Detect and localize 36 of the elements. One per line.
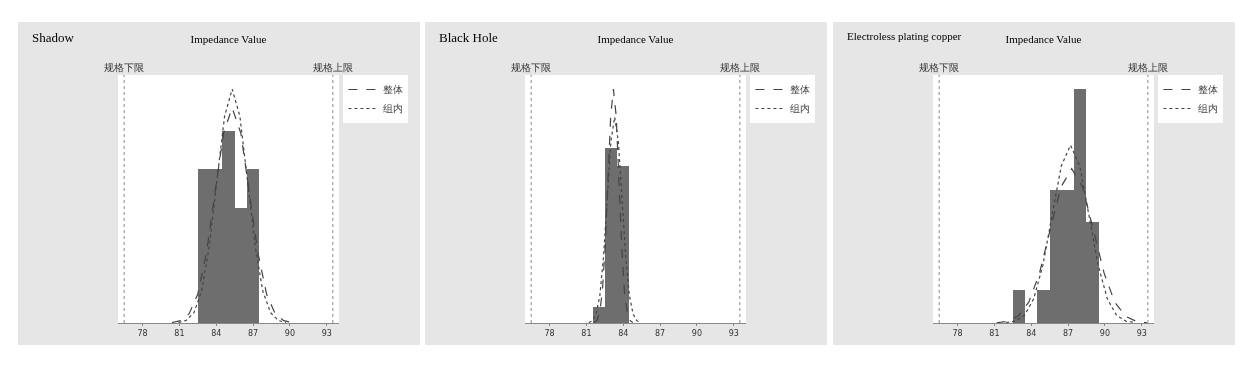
ref-line-label: 规格下限 bbox=[104, 62, 144, 73]
chart-title: Impedance Value bbox=[1005, 32, 1082, 45]
ref-line-label: 规格下限 bbox=[511, 62, 551, 73]
x-tick-label: 84 bbox=[1026, 328, 1037, 338]
chart-title: Impedance Value bbox=[190, 32, 267, 45]
chart-title: Impedance Value bbox=[597, 32, 674, 45]
x-tick-label: 93 bbox=[1136, 328, 1147, 338]
text: Black Hole bbox=[439, 30, 499, 45]
ref-line-label: 规格上限 bbox=[720, 62, 760, 73]
x-tick-label: 87 bbox=[1062, 328, 1074, 338]
legend-label: 组内 bbox=[383, 103, 404, 115]
legend-label: 组内 bbox=[790, 103, 811, 115]
x-tick-label: 84 bbox=[211, 328, 222, 338]
x-tick-label: 78 bbox=[952, 328, 963, 338]
x-tick-label: 93 bbox=[321, 328, 332, 338]
legend-label: 整体 bbox=[383, 84, 404, 96]
x-tick-label: 81 bbox=[989, 328, 1000, 338]
x-tick-label: 87 bbox=[654, 328, 666, 338]
x-tick-label: 84 bbox=[618, 328, 629, 338]
x-tick-label: 78 bbox=[137, 328, 148, 338]
x-tick-label: 81 bbox=[174, 328, 185, 338]
ref-line-label: 规格下限 bbox=[919, 62, 959, 73]
x-tick-label: 78 bbox=[544, 328, 555, 338]
legend-label: 整体 bbox=[790, 84, 811, 96]
ref-line-label: 规格上限 bbox=[1128, 62, 1168, 73]
x-tick-label: 81 bbox=[581, 328, 592, 338]
x-tick-label: 90 bbox=[284, 328, 295, 338]
x-tick-label: 93 bbox=[728, 328, 739, 338]
x-tick-label: 87 bbox=[247, 328, 259, 338]
legend-label: 整体 bbox=[1198, 84, 1219, 96]
x-tick-label: 90 bbox=[691, 328, 702, 338]
text: Electroless plating copper bbox=[847, 30, 962, 42]
text: Shadow bbox=[32, 30, 75, 45]
x-tick-label: 90 bbox=[1099, 328, 1110, 338]
ref-line-label: 规格上限 bbox=[313, 62, 353, 73]
legend-label: 组内 bbox=[1198, 103, 1219, 115]
